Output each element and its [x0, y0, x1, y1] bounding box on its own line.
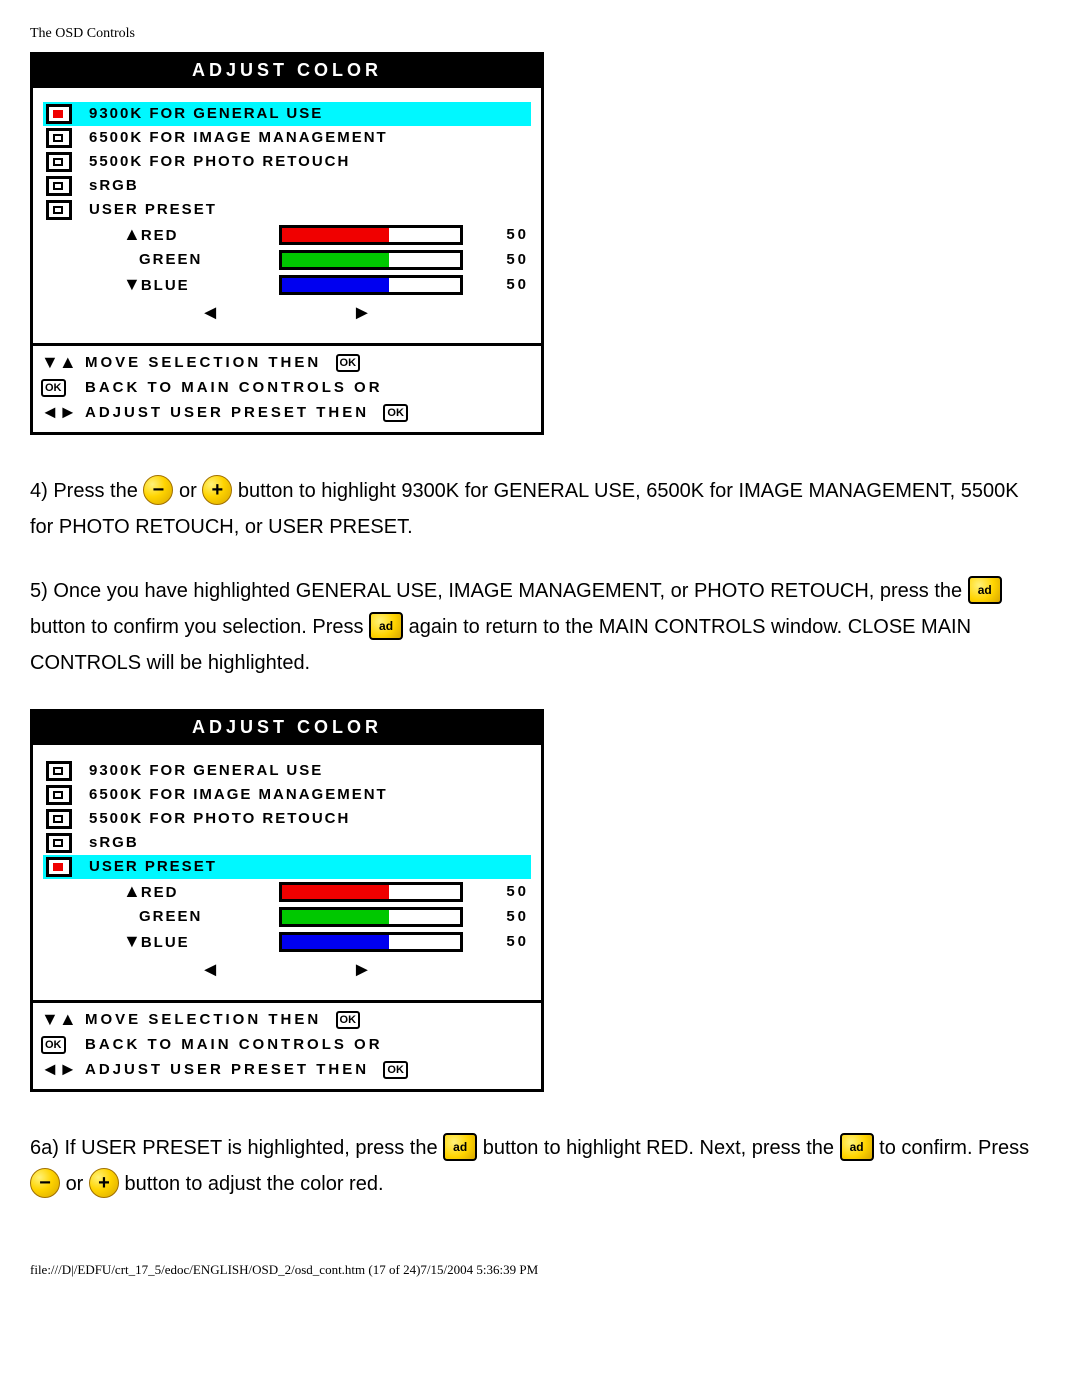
osd-footer: ▼▲MOVE SELECTION THEN OK OKBACK TO MAIN …: [33, 348, 541, 432]
osd-option-label: 6500K FOR IMAGE MANAGEMENT: [73, 784, 388, 806]
osd-footer: ▼▲MOVE SELECTION THEN OK OKBACK TO MAIN …: [33, 1005, 541, 1089]
preset-icon: [46, 176, 72, 196]
preset-icon: [46, 809, 72, 829]
osd-option-label: 5500K FOR PHOTO RETOUCH: [73, 151, 350, 173]
instruction-5: 5) Once you have highlighted GENERAL USE…: [30, 573, 1030, 681]
file-path-footer: file:///D|/EDFU/crt_17_5/edoc/ENGLISH/OS…: [30, 1262, 1050, 1278]
osd-title: ADJUST COLOR: [33, 55, 541, 88]
osd-option-srgb[interactable]: sRGB: [43, 831, 531, 855]
osd-option-srgb[interactable]: sRGB: [43, 174, 531, 198]
up-icon: ▲: [123, 224, 141, 244]
ok-button-icon: ad: [968, 576, 1002, 604]
osd-option-label: 9300K FOR GENERAL USE: [73, 760, 323, 782]
osd-option-label: 9300K FOR GENERAL USE: [73, 103, 323, 125]
osd-option-6500k[interactable]: 6500K FOR IMAGE MANAGEMENT: [43, 783, 531, 807]
blue-value: 50: [491, 274, 529, 296]
red-bar[interactable]: [279, 882, 463, 902]
nav-arrows[interactable]: ◄ ►: [43, 298, 531, 331]
ok-button-icon: ad: [840, 1133, 874, 1161]
osd-option-label: 5500K FOR PHOTO RETOUCH: [73, 808, 350, 830]
down-icon: ▼: [123, 931, 141, 951]
preset-icon: [46, 785, 72, 805]
right-arrow-icon[interactable]: ►: [352, 959, 374, 982]
green-value: 50: [491, 249, 529, 271]
osd-option-5500k[interactable]: 5500K FOR PHOTO RETOUCH: [43, 807, 531, 831]
green-value: 50: [491, 906, 529, 928]
ok-button-icon: ad: [443, 1133, 477, 1161]
green-bar[interactable]: [279, 907, 463, 927]
plus-button-icon: +: [202, 475, 232, 505]
red-value: 50: [491, 224, 529, 246]
osd-option-label: sRGB: [73, 175, 139, 197]
preset-icon: [46, 152, 72, 172]
blue-bar[interactable]: [279, 275, 463, 295]
osd-option-label: 6500K FOR IMAGE MANAGEMENT: [73, 127, 388, 149]
preset-icon: [46, 833, 72, 853]
preset-icon: [46, 128, 72, 148]
osd-panel-2: ADJUST COLOR 9300K FOR GENERAL USE 6500K…: [30, 709, 544, 1092]
left-arrow-icon[interactable]: ◄: [200, 302, 222, 325]
preset-icon: [46, 200, 72, 220]
rgb-row-green: GREEN 50: [43, 248, 531, 272]
up-icon: ▲: [123, 881, 141, 901]
osd-option-5500k[interactable]: 5500K FOR PHOTO RETOUCH: [43, 150, 531, 174]
instruction-4: 4) Press the − or + button to highlight …: [30, 473, 1030, 545]
preset-icon: [46, 761, 72, 781]
nav-arrows[interactable]: ◄ ►: [43, 955, 531, 988]
osd-title: ADJUST COLOR: [33, 712, 541, 745]
osd-option-label: sRGB: [73, 832, 139, 854]
page-header: The OSD Controls: [30, 26, 1050, 42]
blue-value: 50: [491, 931, 529, 953]
rgb-row-blue: ▼BLUE 50: [43, 272, 531, 298]
left-arrow-icon[interactable]: ◄: [200, 959, 222, 982]
preset-icon: [46, 104, 72, 124]
minus-button-icon: −: [143, 475, 173, 505]
osd-option-userpreset[interactable]: USER PRESET: [43, 855, 531, 879]
down-icon: ▼: [123, 274, 141, 294]
osd-option-6500k[interactable]: 6500K FOR IMAGE MANAGEMENT: [43, 126, 531, 150]
minus-button-icon: −: [30, 1168, 60, 1198]
red-bar[interactable]: [279, 225, 463, 245]
blue-bar[interactable]: [279, 932, 463, 952]
osd-option-9300k[interactable]: 9300K FOR GENERAL USE: [43, 102, 531, 126]
instruction-6a: 6a) If USER PRESET is highlighted, press…: [30, 1130, 1030, 1202]
red-value: 50: [491, 881, 529, 903]
rgb-row-blue: ▼BLUE 50: [43, 929, 531, 955]
osd-option-label: USER PRESET: [73, 856, 217, 878]
ok-button-icon: ad: [369, 612, 403, 640]
osd-option-9300k[interactable]: 9300K FOR GENERAL USE: [43, 759, 531, 783]
rgb-row-red: ▲RED 50: [43, 222, 531, 248]
right-arrow-icon[interactable]: ►: [352, 302, 374, 325]
plus-button-icon: +: [89, 1168, 119, 1198]
preset-icon: [46, 857, 72, 877]
rgb-row-green: GREEN 50: [43, 905, 531, 929]
green-bar[interactable]: [279, 250, 463, 270]
rgb-row-red: ▲RED 50: [43, 879, 531, 905]
osd-option-label: USER PRESET: [73, 199, 217, 221]
osd-option-userpreset[interactable]: USER PRESET: [43, 198, 531, 222]
osd-panel-1: ADJUST COLOR 9300K FOR GENERAL USE 6500K…: [30, 52, 544, 435]
